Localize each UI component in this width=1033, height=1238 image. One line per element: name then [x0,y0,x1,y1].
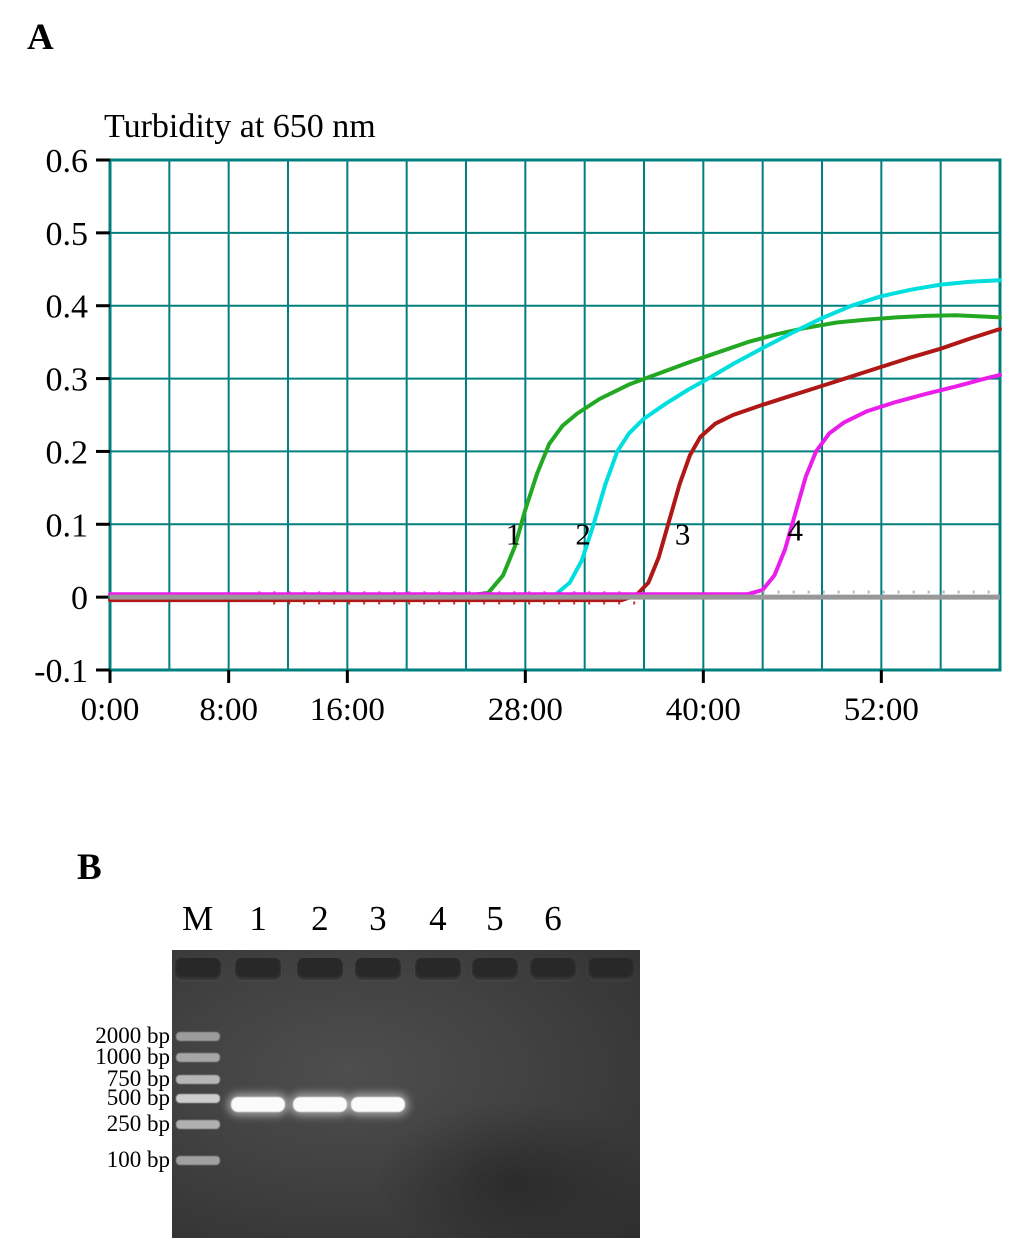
bp-label-250-bp: 250 bp [106,1110,170,1136]
ladder-band-1000-bp [175,1053,220,1063]
x-tick-label: 28:00 [488,692,563,728]
gel-lane-label-4: 4 [429,899,447,938]
gel-well [235,958,282,980]
gel-well [174,958,221,980]
x-tick-label: 8:00 [199,692,258,728]
plot-frame [108,158,1002,672]
x-tick-label: 0:00 [81,692,140,728]
x-tick-label: 52:00 [844,692,919,728]
chart-title: Turbidity at 650 nm [104,108,376,145]
y-tick-label: 0.2 [46,434,89,471]
gel-lane-label-2: 2 [311,899,329,938]
curve-number-label: 1 [506,517,522,552]
product-band-lane-2 [292,1096,347,1112]
x-tick-label: 16:00 [310,692,385,728]
x-tick-label: 40:00 [666,692,741,728]
gel-lane-label-M: M [182,899,214,938]
panel-a-label: A [27,17,54,58]
ladder-band-2000-bp [175,1032,220,1042]
ladder-band-250-bp [175,1119,220,1129]
panel-b-label: B [77,847,102,888]
bp-label-100-bp: 100 bp [106,1147,170,1173]
product-band-lane-3 [350,1096,405,1112]
y-tick-label: 0.5 [46,216,89,253]
y-tick-label: -0.1 [34,653,88,690]
gel-lane-label-3: 3 [369,899,387,938]
curve-number-label: 4 [788,512,804,547]
bp-label-2000-bp: 2000 bp [95,1023,170,1049]
gel-lane-label-6: 6 [544,899,562,938]
y-tick-label: 0.4 [46,289,89,326]
curve-number-label: 3 [675,517,691,552]
bp-label-750-bp: 750 bp [106,1066,170,1092]
ladder-band-100-bp [175,1156,220,1166]
gel-well [296,958,343,980]
product-band-lane-1 [231,1096,286,1112]
series-2 [108,278,1002,602]
curve-number-label: 2 [575,517,591,552]
y-tick-label: 0.3 [46,362,89,399]
y-tick-label: 0.6 [46,143,89,180]
gel-smear-shadow [372,1100,640,1238]
gel-well [414,958,461,980]
gel-well [529,958,576,980]
bp-label-1000-bp: 1000 bp [95,1044,170,1070]
y-tick-label: 0 [71,580,88,617]
gel-lane-label-1: 1 [249,899,267,938]
series-3 [108,327,1002,603]
bp-label-500-bp: 500 bp [106,1085,170,1111]
gel-well [471,958,518,980]
gel-lane-label-5: 5 [486,899,504,938]
ladder-band-500-bp [175,1094,220,1104]
gel-well [354,958,401,980]
y-tick-label: 0.1 [46,507,89,544]
ladder-band-750-bp [175,1075,220,1085]
series-1 [108,313,1002,598]
gel-image [172,950,640,1238]
gel-well [587,958,634,980]
series-4 [108,372,1002,597]
